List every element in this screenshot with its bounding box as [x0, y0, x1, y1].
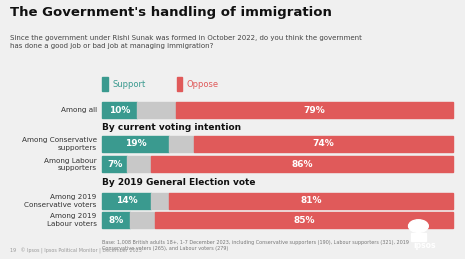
Text: Among 2019
Labour voters: Among 2019 Labour voters [46, 213, 97, 227]
Bar [193, 136, 453, 152]
Bar [102, 136, 169, 152]
Bar [102, 212, 130, 228]
Text: Among all: Among all [60, 107, 97, 113]
Text: 8%: 8% [109, 216, 124, 225]
Text: By current voting intention: By current voting intention [102, 123, 241, 132]
Bar [102, 102, 137, 118]
Bar [169, 136, 193, 152]
Text: Among Labour
supporters: Among Labour supporters [44, 157, 97, 171]
Text: ipsos: ipsos [414, 241, 436, 250]
Text: 19%: 19% [125, 139, 146, 148]
Bar [137, 102, 176, 118]
Text: 74%: 74% [312, 139, 334, 148]
Text: By 2019 General Election vote: By 2019 General Election vote [102, 178, 256, 187]
Bar [130, 212, 155, 228]
Bar [152, 156, 453, 172]
FancyArrow shape [411, 233, 426, 241]
Bar [177, 77, 182, 91]
Bar [169, 193, 453, 209]
Circle shape [409, 220, 428, 232]
Text: 86%: 86% [292, 160, 313, 169]
Text: 10%: 10% [109, 106, 131, 114]
Text: 7%: 7% [107, 160, 122, 169]
Text: Oppose: Oppose [187, 80, 219, 89]
Text: Since the government under Rishi Sunak was formed in October 2022, do you think : Since the government under Rishi Sunak w… [10, 35, 362, 49]
Text: Support: Support [113, 80, 146, 89]
Text: Among Conservative
supporters: Among Conservative supporters [21, 137, 97, 151]
Text: 79%: 79% [304, 106, 326, 114]
Text: Among 2019
Conservative voters: Among 2019 Conservative voters [24, 194, 97, 208]
Text: The Government's handling of immigration: The Government's handling of immigration [10, 6, 332, 19]
Bar [176, 102, 453, 118]
Bar [152, 193, 169, 209]
Bar [102, 156, 127, 172]
Text: 81%: 81% [300, 196, 322, 205]
Bar [155, 212, 453, 228]
Text: Base: 1,008 British adults 18+, 1-7 December 2023, including Conservative suppor: Base: 1,008 British adults 18+, 1-7 Dece… [102, 240, 409, 251]
Bar [127, 156, 152, 172]
Bar [102, 77, 108, 91]
Bar [102, 193, 152, 209]
Text: 19   © Ipsos | Ipsos Political Monitor | December 2023: 19 © Ipsos | Ipsos Political Monitor | D… [10, 248, 142, 254]
Text: 85%: 85% [293, 216, 315, 225]
Text: 14%: 14% [116, 196, 138, 205]
